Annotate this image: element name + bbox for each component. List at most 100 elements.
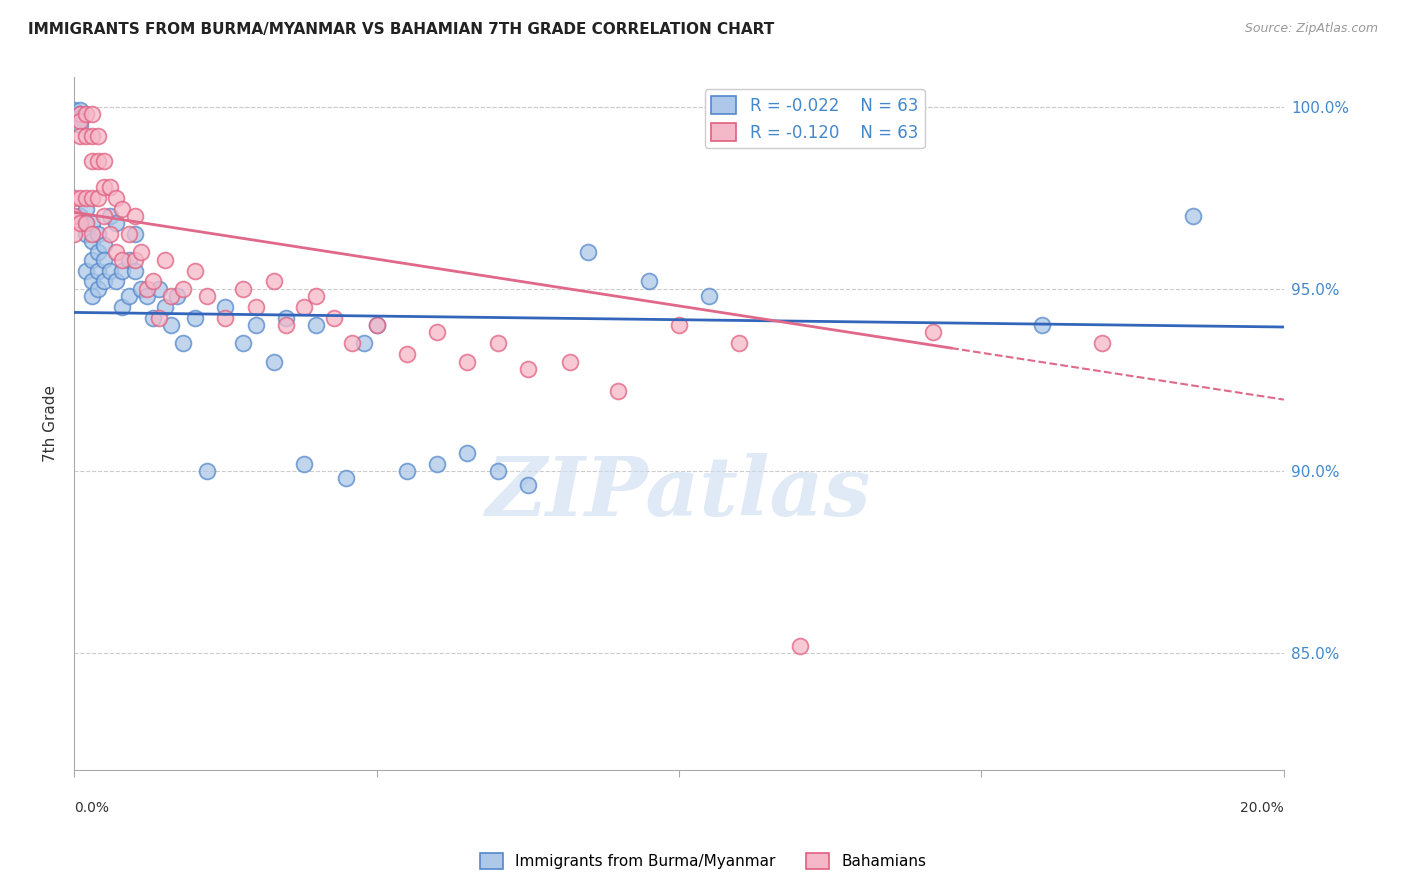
- Point: [87, 263, 110, 277]
- Point: [274, 310, 297, 325]
- Point: [607, 384, 630, 398]
- Text: 20.0%: 20.0%: [1240, 801, 1284, 814]
- Point: [124, 209, 146, 223]
- Point: [153, 300, 176, 314]
- Point: [728, 336, 751, 351]
- Point: [87, 282, 110, 296]
- Point: [82, 289, 104, 303]
- Point: [69, 128, 91, 143]
- Point: [668, 318, 690, 333]
- Point: [75, 202, 97, 216]
- Point: [1091, 336, 1114, 351]
- Point: [69, 107, 91, 121]
- Point: [82, 252, 104, 267]
- Point: [576, 245, 599, 260]
- Point: [82, 107, 104, 121]
- Point: [292, 300, 315, 314]
- Point: [516, 362, 538, 376]
- Point: [117, 252, 139, 267]
- Point: [82, 275, 104, 289]
- Point: [135, 282, 157, 296]
- Point: [82, 154, 104, 169]
- Point: [69, 111, 91, 125]
- Point: [1182, 209, 1205, 223]
- Point: [100, 263, 122, 277]
- Point: [75, 227, 97, 241]
- Point: [456, 354, 478, 368]
- Point: [87, 128, 110, 143]
- Point: [63, 227, 86, 241]
- Point: [142, 310, 165, 325]
- Text: 0.0%: 0.0%: [75, 801, 110, 814]
- Point: [111, 300, 134, 314]
- Point: [100, 209, 122, 223]
- Text: ZIPatlas: ZIPatlas: [486, 453, 872, 533]
- Point: [245, 300, 267, 314]
- Point: [75, 216, 97, 230]
- Point: [93, 238, 115, 252]
- Point: [124, 252, 146, 267]
- Point: [82, 128, 104, 143]
- Point: [232, 336, 254, 351]
- Point: [75, 263, 97, 277]
- Point: [75, 128, 97, 143]
- Legend: R = -0.022    N = 63, R = -0.120    N = 63: R = -0.022 N = 63, R = -0.120 N = 63: [704, 89, 925, 148]
- Point: [172, 282, 194, 296]
- Point: [69, 114, 91, 128]
- Point: [323, 310, 346, 325]
- Point: [63, 191, 86, 205]
- Point: [486, 336, 509, 351]
- Point: [93, 154, 115, 169]
- Point: [124, 263, 146, 277]
- Point: [69, 107, 91, 121]
- Point: [75, 191, 97, 205]
- Point: [366, 318, 388, 333]
- Point: [172, 336, 194, 351]
- Point: [124, 227, 146, 241]
- Point: [160, 318, 183, 333]
- Point: [166, 289, 188, 303]
- Point: [305, 289, 328, 303]
- Point: [456, 446, 478, 460]
- Point: [263, 275, 285, 289]
- Point: [100, 179, 122, 194]
- Point: [922, 326, 945, 340]
- Point: [353, 336, 375, 351]
- Point: [69, 216, 91, 230]
- Point: [111, 252, 134, 267]
- Legend: Immigrants from Burma/Myanmar, Bahamians: Immigrants from Burma/Myanmar, Bahamians: [474, 847, 932, 875]
- Point: [63, 103, 86, 118]
- Point: [135, 289, 157, 303]
- Point: [342, 336, 364, 351]
- Point: [263, 354, 285, 368]
- Point: [105, 275, 128, 289]
- Point: [395, 464, 418, 478]
- Point: [117, 227, 139, 241]
- Point: [87, 227, 110, 241]
- Point: [111, 202, 134, 216]
- Point: [184, 310, 207, 325]
- Text: IMMIGRANTS FROM BURMA/MYANMAR VS BAHAMIAN 7TH GRADE CORRELATION CHART: IMMIGRANTS FROM BURMA/MYANMAR VS BAHAMIA…: [28, 22, 775, 37]
- Point: [214, 300, 236, 314]
- Point: [426, 457, 449, 471]
- Point: [69, 103, 91, 118]
- Point: [129, 245, 152, 260]
- Text: Source: ZipAtlas.com: Source: ZipAtlas.com: [1244, 22, 1378, 36]
- Point: [87, 154, 110, 169]
- Point: [69, 191, 91, 205]
- Point: [93, 209, 115, 223]
- Point: [426, 326, 449, 340]
- Point: [697, 289, 720, 303]
- Point: [232, 282, 254, 296]
- Point: [93, 275, 115, 289]
- Point: [184, 263, 207, 277]
- Point: [160, 289, 183, 303]
- Point: [82, 191, 104, 205]
- Point: [516, 478, 538, 492]
- Point: [153, 252, 176, 267]
- Point: [87, 191, 110, 205]
- Point: [1031, 318, 1053, 333]
- Point: [366, 318, 388, 333]
- Point: [117, 289, 139, 303]
- Point: [395, 347, 418, 361]
